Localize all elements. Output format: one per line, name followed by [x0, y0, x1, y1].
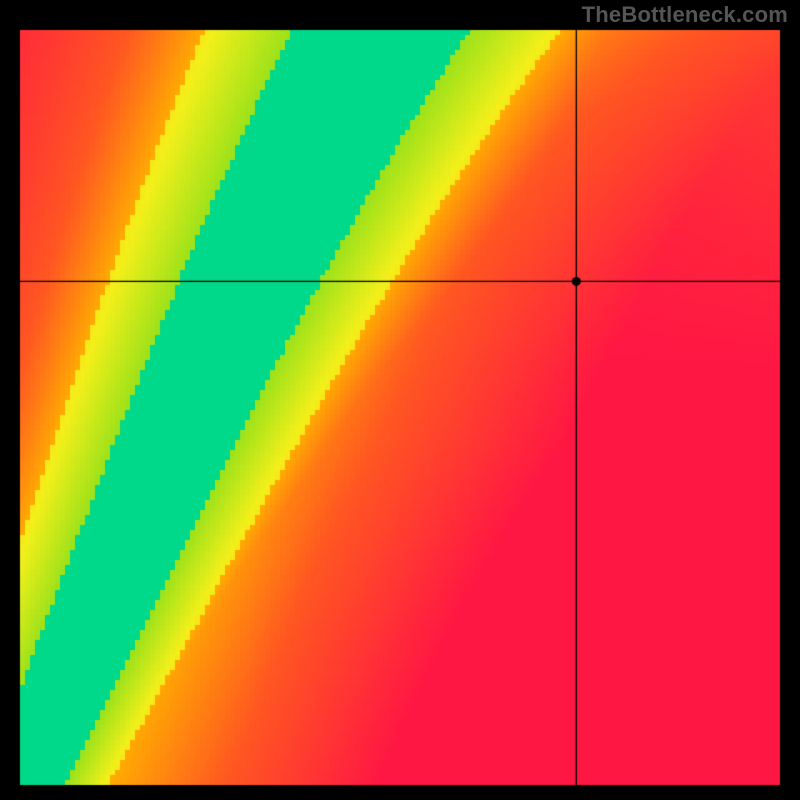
- watermark-text: TheBottleneck.com: [582, 2, 788, 28]
- bottleneck-heatmap: [0, 0, 800, 800]
- chart-container: TheBottleneck.com: [0, 0, 800, 800]
